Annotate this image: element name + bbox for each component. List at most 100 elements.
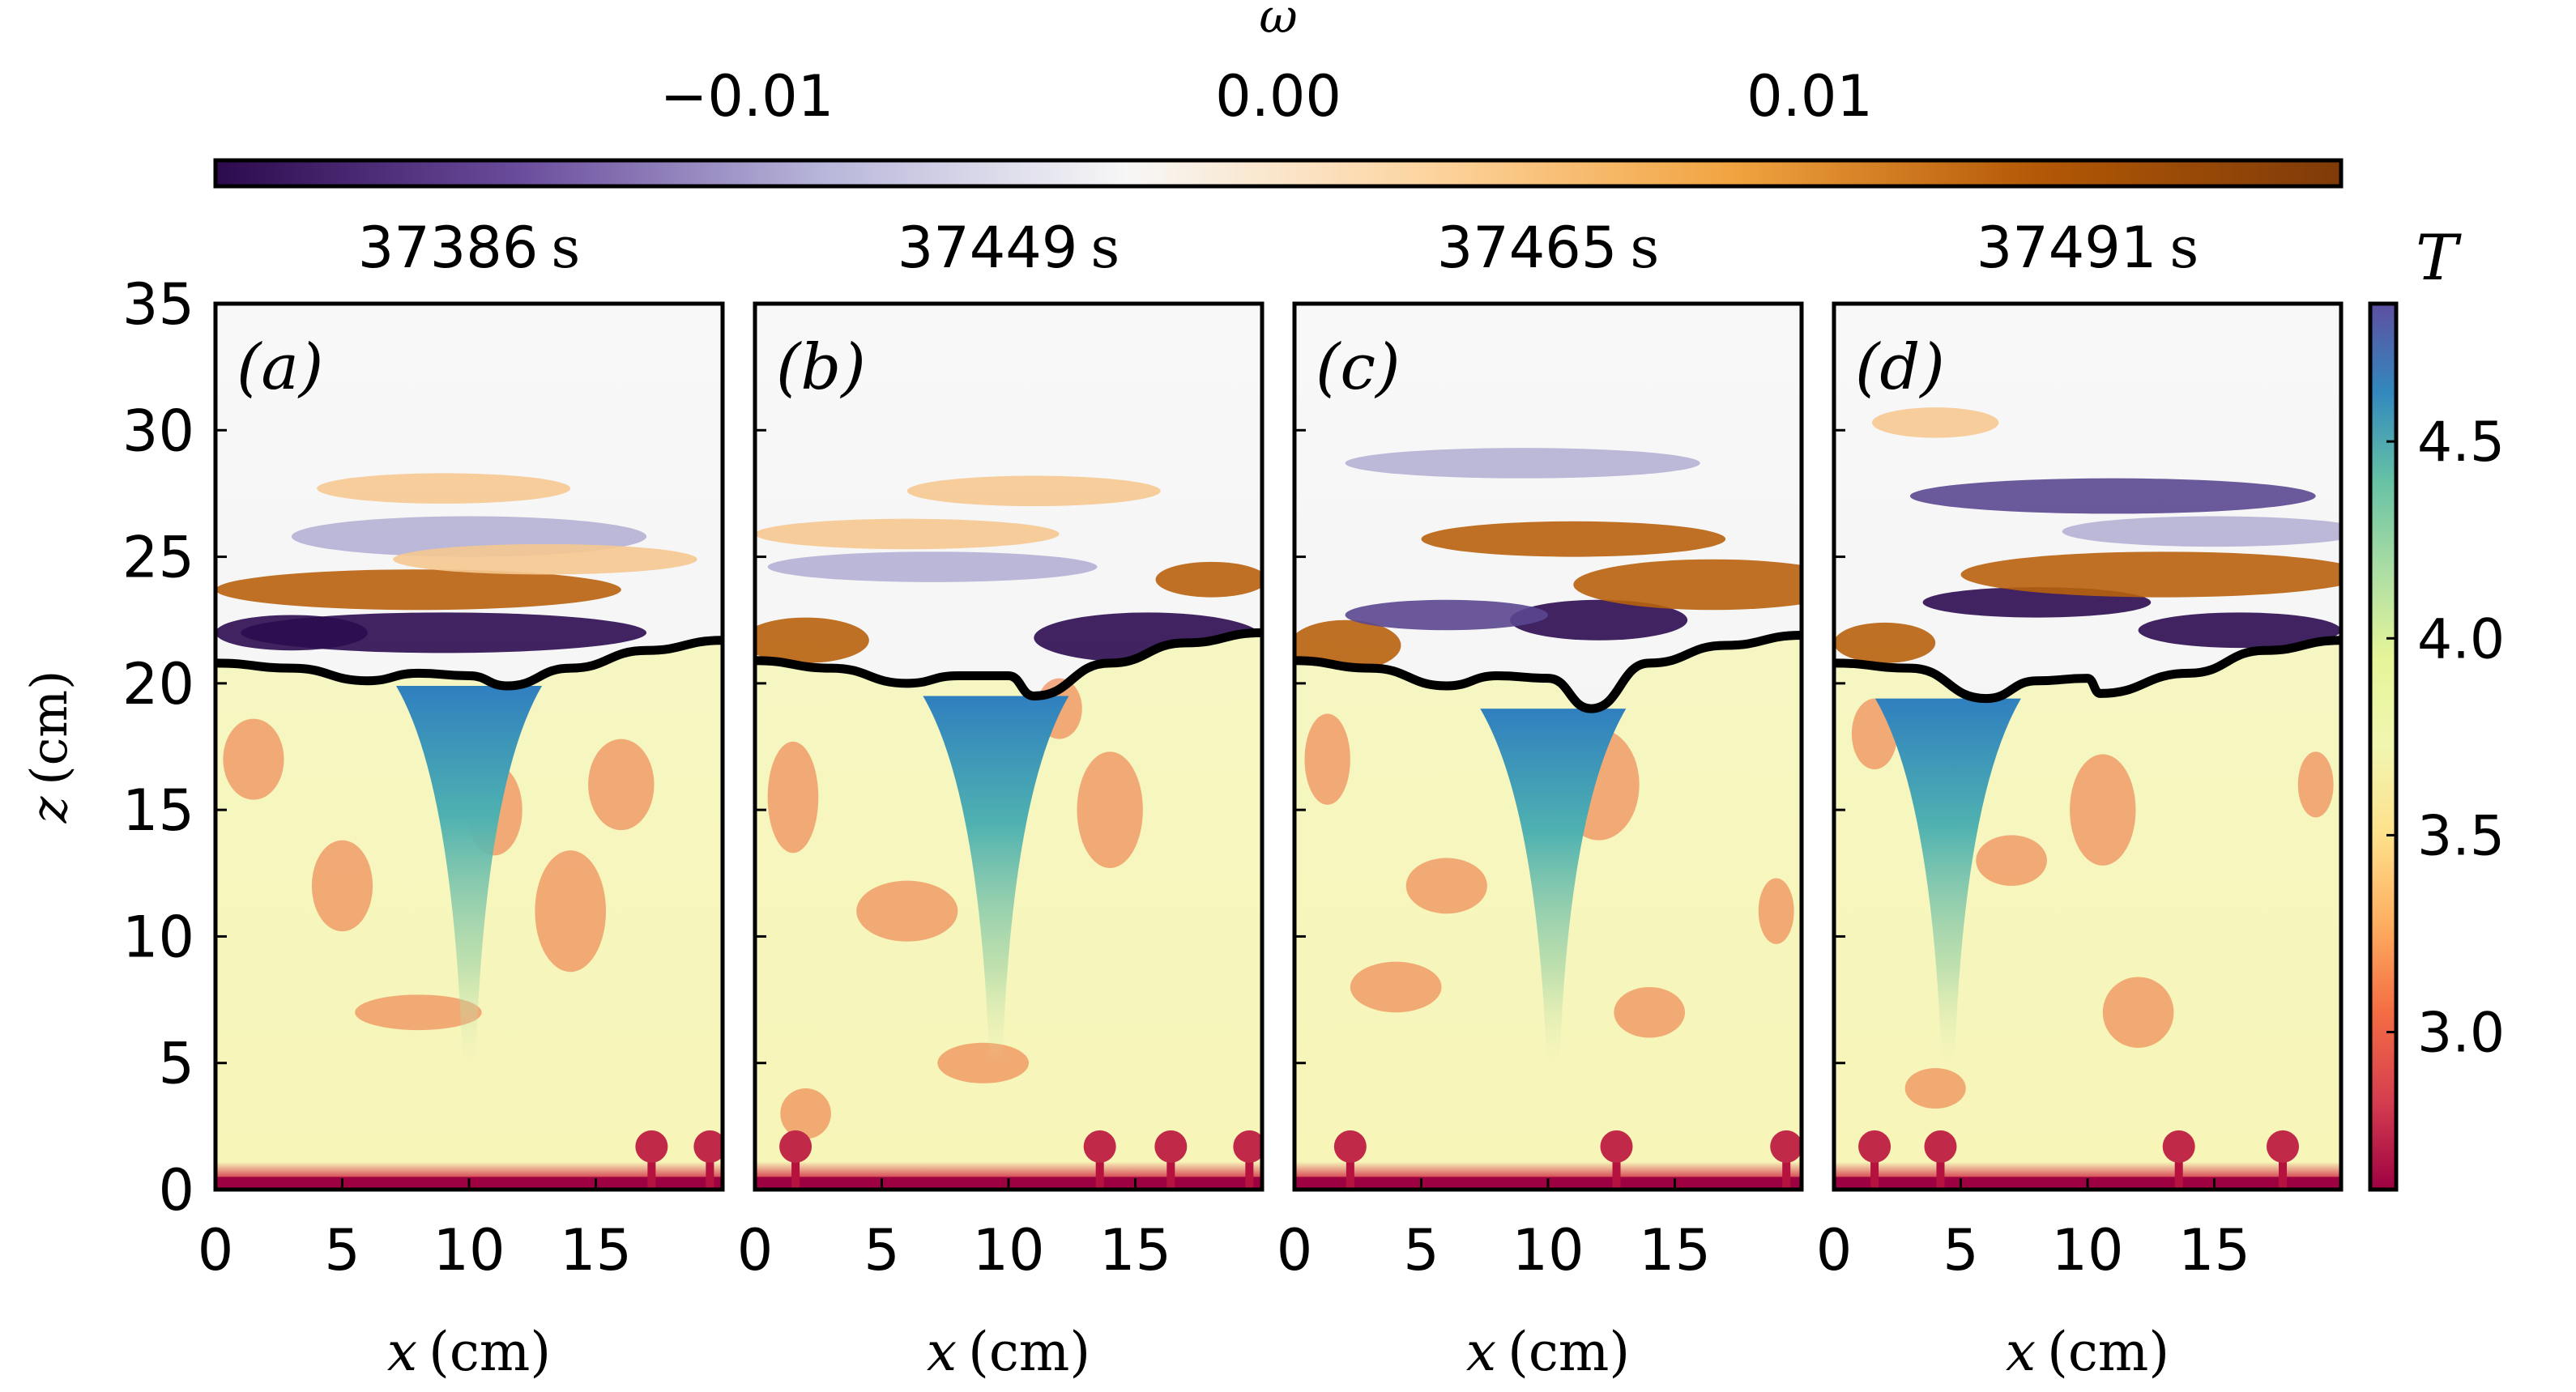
- vorticity-band: [1960, 551, 2341, 598]
- temperature-swirl: [223, 718, 284, 800]
- x-tick-label: 0: [1277, 1217, 1313, 1283]
- x-tick-label: 10: [1512, 1217, 1584, 1283]
- hot-plume-stem: [1245, 1148, 1254, 1190]
- panel-time-title: 37491 s: [1977, 215, 2199, 281]
- temperature-swirl: [311, 840, 373, 932]
- x-tick-label: 10: [972, 1217, 1044, 1283]
- hot-plume-stem: [2174, 1148, 2183, 1190]
- panel-c: 37465 s (c) 0 5 10 15x (cm): [1277, 215, 1804, 1383]
- vorticity-band: [215, 569, 621, 611]
- y-axis-unit: (cm): [19, 670, 79, 785]
- temperature-swirl: [2070, 754, 2136, 866]
- temperature-swirl: [1350, 961, 1442, 1013]
- panel-time-title: 37465 s: [1437, 215, 1660, 281]
- temperature-swirl: [1976, 835, 2047, 886]
- x-tick-label: 0: [1816, 1217, 1853, 1283]
- t-tick-label: 4.5: [2417, 411, 2505, 475]
- temperature-swirl: [856, 880, 958, 942]
- vorticity-band: [767, 551, 1098, 582]
- vorticity-band: [393, 543, 697, 575]
- hot-plume-head: [1858, 1130, 1891, 1163]
- temperature-swirl: [1077, 751, 1143, 869]
- temperature-swirl: [1904, 1067, 1966, 1109]
- x-axis-label: x (cm): [1466, 1321, 1630, 1383]
- x-tick-label: 15: [560, 1217, 632, 1283]
- panel-d: 37491 s (d) 0 5 10 15x (cm): [1816, 215, 2344, 1383]
- hot-plume-head: [1600, 1130, 1633, 1163]
- hot-plume-head: [1924, 1130, 1957, 1163]
- omega-tick-label: −0.01: [660, 63, 834, 130]
- temperature-swirl: [588, 739, 655, 831]
- y-tick-label: 5: [158, 1031, 194, 1097]
- vorticity-band: [1834, 622, 1936, 663]
- panel-time-title: 37449 s: [898, 215, 1120, 281]
- x-tick-label: 15: [2178, 1217, 2250, 1283]
- vorticity-band: [1345, 599, 1549, 631]
- hot-plume-head: [2162, 1130, 2195, 1163]
- hot-plume-head: [2267, 1130, 2300, 1163]
- interface-curve: [755, 628, 1262, 700]
- temperature-swirl: [535, 850, 607, 973]
- y-tick-label: 30: [122, 398, 194, 464]
- y-tick-label: 0: [158, 1157, 194, 1224]
- vorticity-band: [1909, 478, 2316, 514]
- hot-plume-stem: [1095, 1148, 1104, 1190]
- temperature-swirl: [1304, 713, 1350, 805]
- hot-plume-stem: [1612, 1148, 1621, 1190]
- hot-plume-head: [1233, 1130, 1262, 1163]
- hot-plume-stem: [1870, 1148, 1879, 1190]
- x-tick-label: 15: [1639, 1217, 1711, 1283]
- vorticity-band: [906, 475, 1161, 507]
- interface-curve: [1294, 630, 1802, 713]
- vorticity-band: [2062, 516, 2341, 547]
- x-tick-label: 5: [324, 1217, 360, 1283]
- hot-plume-stem: [2279, 1148, 2288, 1190]
- interface-curve: [1834, 636, 2341, 704]
- hot-plume-stem: [1166, 1148, 1175, 1190]
- interface-curve: [215, 636, 723, 691]
- panel-label: (d): [1855, 331, 1945, 404]
- vorticity-band: [1871, 407, 1999, 438]
- vorticity-band: [2138, 612, 2341, 649]
- cold-plume: [1480, 709, 1627, 1063]
- vorticity-band: [755, 617, 869, 663]
- cold-plume: [396, 685, 542, 1063]
- temperature-swirl: [2102, 977, 2174, 1048]
- panel-time-title: 37386 s: [358, 215, 581, 281]
- y-axis-var: z: [19, 796, 79, 824]
- omega-colorbar-label: ω: [1259, 0, 1297, 44]
- temperature-swirl: [1405, 858, 1487, 914]
- y-tick-label: 10: [122, 904, 194, 970]
- t-colorbar: T 3.0 3.5 4.0 4.5: [2368, 222, 2505, 1192]
- temperature-swirl: [937, 1042, 1030, 1083]
- temperature-swirl: [780, 1088, 831, 1139]
- vorticity-band: [317, 473, 571, 504]
- temperature-swirl: [355, 994, 482, 1031]
- hot-plume-stem: [791, 1148, 800, 1190]
- y-tick-label: 20: [122, 651, 194, 717]
- vorticity-band: [1510, 599, 1688, 641]
- x-tick-label: 10: [2051, 1217, 2123, 1283]
- temperature-swirl: [2297, 751, 2334, 818]
- cold-plume: [1874, 698, 2021, 1063]
- hot-plume-head: [1083, 1130, 1116, 1163]
- t-tick-label: 3.0: [2417, 1002, 2505, 1066]
- hot-plume-head: [1770, 1130, 1802, 1163]
- x-tick-label: 10: [433, 1217, 505, 1283]
- hot-plume-stem: [1782, 1148, 1791, 1190]
- hot-plume-stem: [706, 1148, 714, 1190]
- t-tick-label: 4.0: [2417, 607, 2505, 671]
- omega-tick-label: 0.01: [1746, 63, 1873, 130]
- t-colorbar-label: T: [2416, 222, 2462, 295]
- y-tick-label: 15: [122, 777, 194, 844]
- x-axis-label: x (cm): [2006, 1321, 2169, 1383]
- x-tick-label: 0: [198, 1217, 234, 1283]
- temperature-swirl: [1758, 878, 1794, 944]
- t-tick-label: 3.5: [2417, 804, 2505, 868]
- hot-plume-head: [693, 1130, 723, 1163]
- x-tick-label: 5: [1403, 1217, 1439, 1283]
- x-axis-label: x (cm): [927, 1321, 1090, 1383]
- x-tick-label: 5: [864, 1217, 900, 1283]
- hot-plume-head: [635, 1130, 668, 1163]
